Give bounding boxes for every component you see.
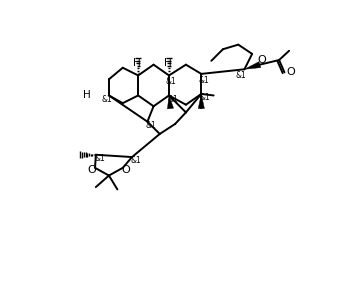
- Text: &1: &1: [146, 121, 157, 130]
- Text: &1: &1: [130, 156, 141, 165]
- Text: H: H: [133, 58, 140, 68]
- Text: O: O: [88, 165, 96, 175]
- Text: O: O: [121, 165, 130, 175]
- Text: &1: &1: [102, 95, 113, 104]
- Text: O: O: [258, 55, 266, 65]
- Polygon shape: [244, 62, 261, 69]
- Polygon shape: [123, 157, 132, 168]
- Text: &1: &1: [94, 154, 105, 163]
- Text: O: O: [286, 67, 295, 77]
- Text: &1: &1: [166, 77, 177, 86]
- Polygon shape: [198, 94, 204, 109]
- Text: &1: &1: [167, 95, 178, 104]
- Polygon shape: [167, 96, 173, 109]
- Text: H: H: [164, 58, 171, 68]
- Text: &1: &1: [200, 93, 210, 102]
- Text: &1: &1: [198, 76, 209, 85]
- Text: &1: &1: [235, 71, 246, 80]
- Text: H: H: [83, 91, 90, 101]
